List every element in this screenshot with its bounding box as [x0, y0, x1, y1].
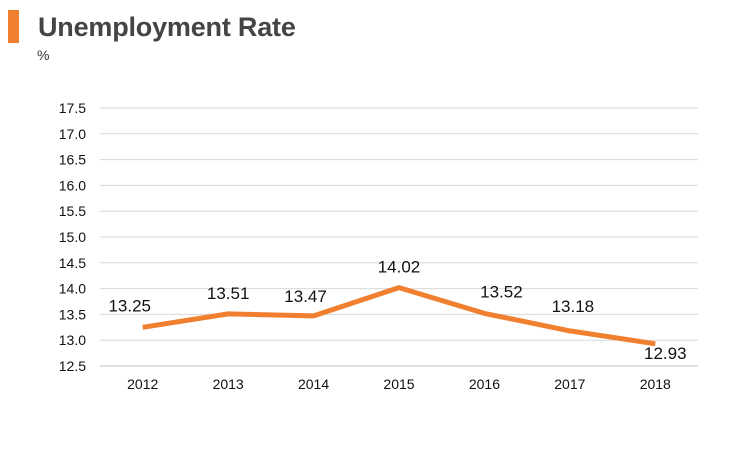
y-tick-label: 17.5 [59, 100, 86, 116]
data-label: 14.02 [378, 258, 421, 277]
x-tick-label: 2017 [554, 376, 585, 392]
x-tick-label: 2012 [127, 376, 158, 392]
y-tick-label: 15.5 [59, 203, 86, 219]
title-accent-bar [8, 10, 19, 43]
x-tick-label: 2014 [298, 376, 329, 392]
chart-title: Unemployment Rate [38, 12, 296, 42]
unit-label: % [37, 47, 50, 63]
y-tick-label: 12.5 [59, 358, 86, 374]
data-label: 13.52 [480, 282, 523, 301]
y-tick-label: 16.5 [59, 152, 86, 168]
x-axis-ticks: 2012 2013 2014 2015 2016 2017 2018 [127, 376, 671, 392]
data-label: 13.18 [552, 297, 595, 316]
data-label: 13.25 [108, 296, 151, 315]
y-tick-label: 14.5 [59, 255, 86, 271]
gridlines [100, 107, 698, 367]
y-tick-label: 16.0 [59, 177, 86, 193]
data-label: 12.93 [644, 344, 687, 363]
y-axis-ticks: 12.5 13.0 13.5 14.0 14.5 15.0 15.5 16.0 16.5 17.0… [59, 100, 86, 374]
y-tick-label: 17.0 [59, 126, 86, 142]
series-line-layer [142, 285, 656, 347]
y-tick-label: 13.0 [59, 332, 86, 348]
data-label: 13.51 [207, 284, 250, 303]
y-tick-label: 14.0 [59, 281, 86, 297]
x-tick-label: 2018 [640, 376, 671, 392]
series-line [142, 285, 656, 347]
x-tick-label: 2013 [213, 376, 244, 392]
y-tick-label: 13.5 [59, 306, 86, 322]
x-tick-label: 2015 [383, 376, 414, 392]
y-tick-label: 15.0 [59, 229, 86, 245]
data-label: 13.47 [284, 287, 327, 306]
x-tick-label: 2016 [469, 376, 500, 392]
data-labels: 13.25 13.51 13.47 14.02 13.52 13.18 12.93 [108, 258, 686, 363]
